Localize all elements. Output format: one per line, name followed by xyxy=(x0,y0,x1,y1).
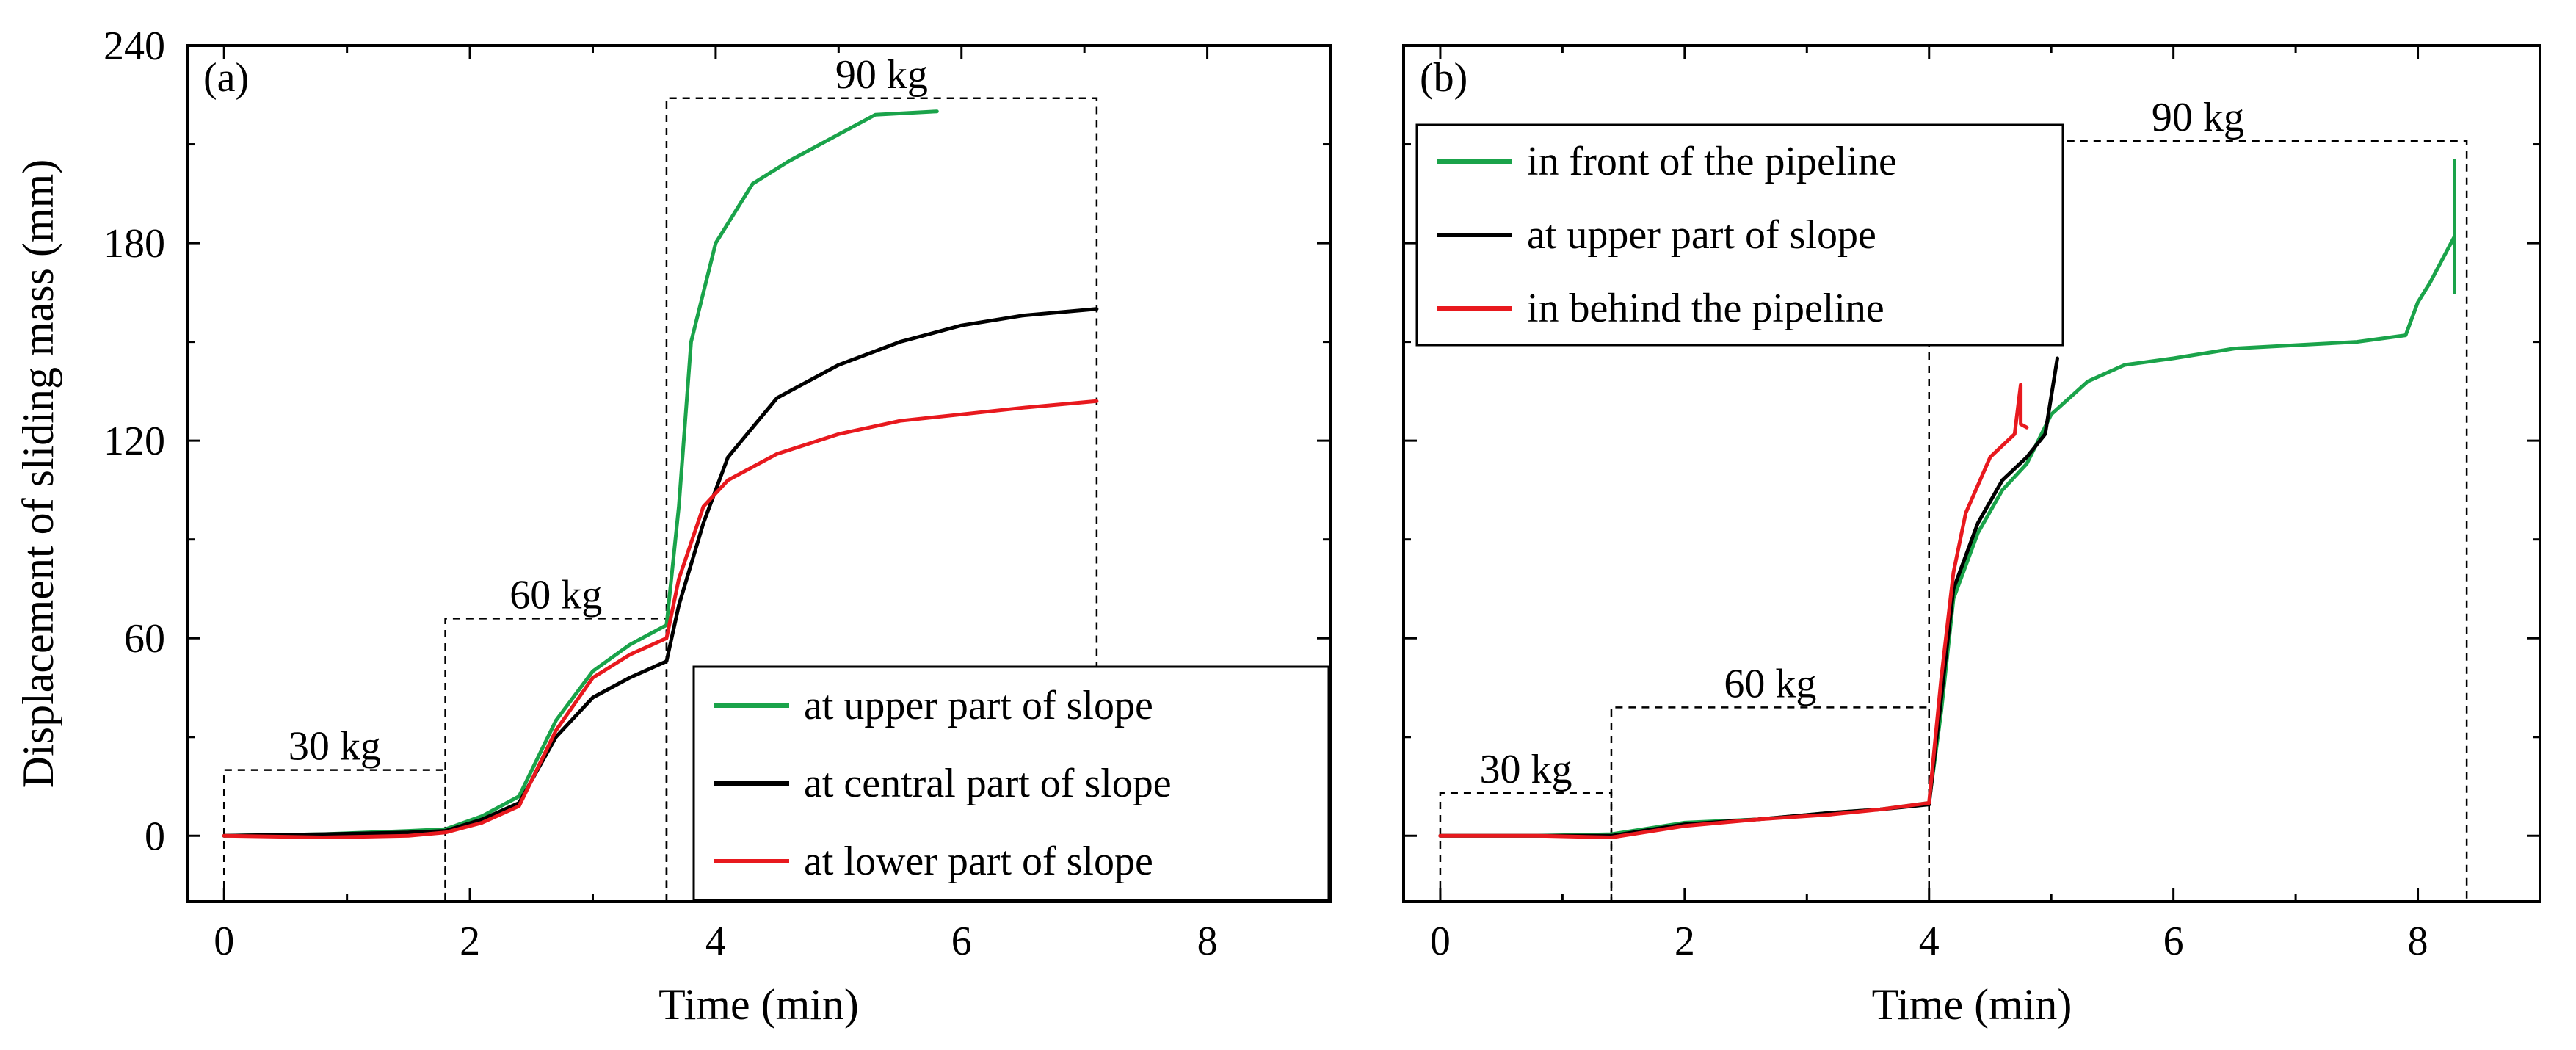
legend-label: at upper part of slope xyxy=(804,683,1153,728)
y-tick-label: 60 xyxy=(124,616,165,662)
stage-box-2 xyxy=(1928,140,2468,902)
stage-label: 60 kg xyxy=(1724,661,1816,706)
plot-frame xyxy=(1402,44,2541,903)
x-tick-label: 2 xyxy=(460,919,480,964)
stage-label: 90 kg xyxy=(835,52,928,98)
legend-label: at upper part of slope xyxy=(1527,212,1876,258)
legend-label: at central part of slope xyxy=(804,761,1172,806)
x-tick-label: 6 xyxy=(2163,919,2184,964)
x-tick-label: 2 xyxy=(1675,919,1695,964)
legend xyxy=(692,665,1330,902)
legend-label: in behind the pipeline xyxy=(1527,286,1884,331)
panel-a: 0 2 4 6 8 0 60 120 180 240 Time (min) Displacement … xyxy=(14,23,1332,1029)
x-axis-label: Time (min) xyxy=(1872,980,2072,1029)
y-tick-label: 120 xyxy=(104,419,165,464)
stage-label: 30 kg xyxy=(289,724,381,770)
stage-box-1 xyxy=(444,618,668,902)
panel-label: (b) xyxy=(1420,55,1467,101)
x-tick-label: 4 xyxy=(705,919,726,964)
stage-label: 60 kg xyxy=(509,572,602,618)
plot-frame xyxy=(186,44,1332,903)
panel-label: (a) xyxy=(203,55,249,101)
stage-box-0 xyxy=(1439,792,1613,902)
series-line-2 xyxy=(1438,383,2029,839)
panel-b: 0 2 4 6 8 Time (min) (b) 30 kg 60 kg 90 kg in fron… xyxy=(1402,44,2541,1029)
x-tick-label: 8 xyxy=(1197,919,1218,964)
y-tick-label: 0 xyxy=(145,814,165,859)
stage-box-0 xyxy=(222,769,446,902)
stage-label: 30 kg xyxy=(1479,747,1572,792)
x-axis-label: Time (min) xyxy=(658,980,859,1029)
legend-label: in front of the pipeline xyxy=(1527,139,1897,184)
stage-box-2 xyxy=(665,97,1098,902)
y-tick-label: 240 xyxy=(104,23,165,69)
x-tick-label: 0 xyxy=(214,919,234,964)
x-tick-label: 6 xyxy=(951,919,972,964)
stage-box-1 xyxy=(1610,706,1930,902)
y-tick-label: 180 xyxy=(104,221,165,267)
x-tick-label: 4 xyxy=(1919,919,1940,964)
series-line-2 xyxy=(222,399,1099,839)
legend xyxy=(1415,123,2064,347)
x-tick-label: 8 xyxy=(2408,919,2428,964)
legend-label: at lower part of slope xyxy=(804,839,1153,884)
y-axis-label: Displacement of sliding mass (mm) xyxy=(14,159,62,789)
x-tick-label: 0 xyxy=(1430,919,1451,964)
stage-label: 90 kg xyxy=(2152,95,2244,140)
